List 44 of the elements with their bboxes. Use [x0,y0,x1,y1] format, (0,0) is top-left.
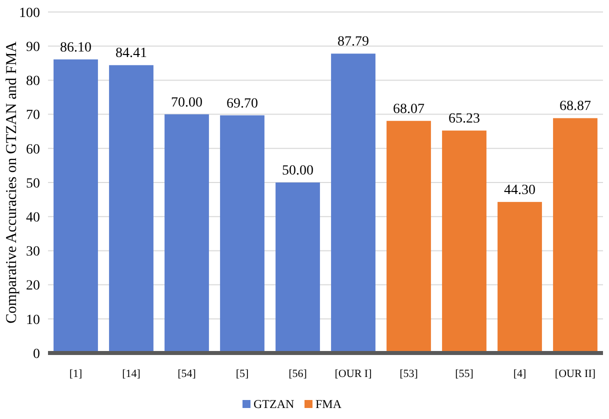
data-label: 50.00 [282,164,314,178]
y-tick-label: 20 [26,278,40,294]
legend-label: FMA [316,397,342,412]
data-label: 44.30 [504,182,536,198]
bar [220,115,264,353]
data-label: 65.23 [448,112,480,127]
bar [54,59,98,353]
y-tick-label: 0 [33,346,40,362]
bar [109,65,154,353]
y-axis-title: Comparative Accuracies on GTZAN and FMA [4,41,20,324]
y-tick-label: 80 [26,74,40,90]
y-tick-label: 50 [26,176,40,192]
data-label: 68.07 [393,102,424,117]
data-label: 86.10 [60,40,92,56]
bar [331,54,376,353]
y-tick-label: 60 [26,142,40,158]
x-tick-label: [1] [69,368,82,380]
y-tick-label: 70 [26,108,40,124]
bar [276,182,320,353]
bar [442,130,486,353]
bar [498,202,542,353]
x-tick-label: [53] [400,368,418,380]
x-tick-label: [55] [455,368,474,380]
data-label: 87.79 [338,34,369,50]
legend-label: GTZAN [254,397,294,412]
data-label: 84.41 [116,46,147,62]
y-tick-label: 100 [19,6,40,21]
x-tick-label: [4] [513,368,526,380]
x-tick-label: [OUR I] [334,368,372,380]
x-tick-label: [54] [178,368,196,380]
y-tick-label: 30 [26,244,40,260]
y-tick-label: 10 [26,312,40,328]
y-tick-label: 90 [26,40,40,55]
x-tick-label: [56] [288,368,307,380]
bar [164,114,209,353]
bar [553,118,598,353]
data-label: 69.70 [226,96,258,112]
bar [386,120,431,353]
x-tick-label: [5] [236,368,249,380]
data-label: 70.00 [171,95,202,110]
y-tick-label: 40 [26,210,40,226]
x-tick-label: [14] [122,368,140,380]
x-tick-label: [OUR II] [554,368,596,380]
data-label: 68.87 [560,99,591,114]
